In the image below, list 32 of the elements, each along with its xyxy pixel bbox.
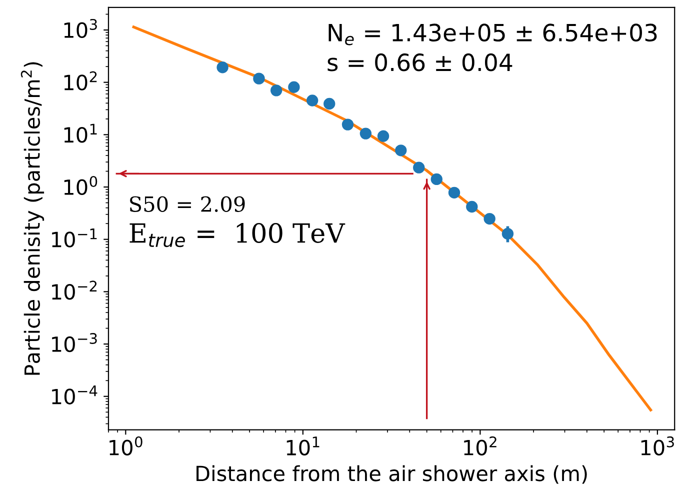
x-axis-title: Distance from the air shower axis (m) bbox=[196, 465, 587, 484]
y-tick-label: 10$^{1}$ bbox=[64, 124, 97, 143]
x-tick-label: 10$^{2}$ bbox=[464, 436, 496, 456]
point bbox=[342, 118, 354, 130]
point bbox=[324, 98, 336, 110]
y-tick-label: 10$^{3}$ bbox=[64, 18, 97, 38]
annotation: N$_{e}$ = 1.43e+05 ± 6.54e+03 bbox=[328, 24, 657, 46]
point bbox=[360, 128, 372, 140]
point bbox=[448, 186, 460, 199]
point bbox=[288, 81, 300, 93]
y-tick-label: 10$^{0}$ bbox=[64, 176, 98, 196]
annotation: S50 = 2.09 bbox=[130, 196, 245, 212]
point bbox=[270, 84, 282, 96]
point bbox=[466, 200, 478, 213]
x-tick-label: 10$^{3}$ bbox=[641, 436, 674, 456]
point bbox=[395, 144, 407, 156]
annotation: s = 0.66 ± 0.04 bbox=[328, 53, 512, 72]
x-tick-label: 10$^{0}$ bbox=[110, 436, 142, 456]
y-tick-label: 10$^{−2}$ bbox=[52, 280, 97, 300]
annotation: E$_{true}$ = 100 TeV bbox=[130, 222, 346, 248]
point bbox=[430, 173, 442, 186]
point bbox=[306, 94, 318, 106]
point bbox=[377, 130, 390, 142]
point bbox=[484, 212, 496, 225]
x-tick-label: 10$^{1}$ bbox=[286, 436, 320, 456]
y-tick-label: 10$^{−1}$ bbox=[52, 228, 97, 248]
point bbox=[253, 72, 265, 84]
y-tick-label: 10$^{−4}$ bbox=[52, 386, 98, 404]
y-tick-label: 10$^{2}$ bbox=[64, 71, 97, 90]
y-tick-label: 10$^{−3}$ bbox=[52, 332, 97, 352]
point bbox=[413, 162, 425, 174]
y-axis-title: Particle denisity (particles/m$^{2}$) bbox=[20, 62, 44, 375]
